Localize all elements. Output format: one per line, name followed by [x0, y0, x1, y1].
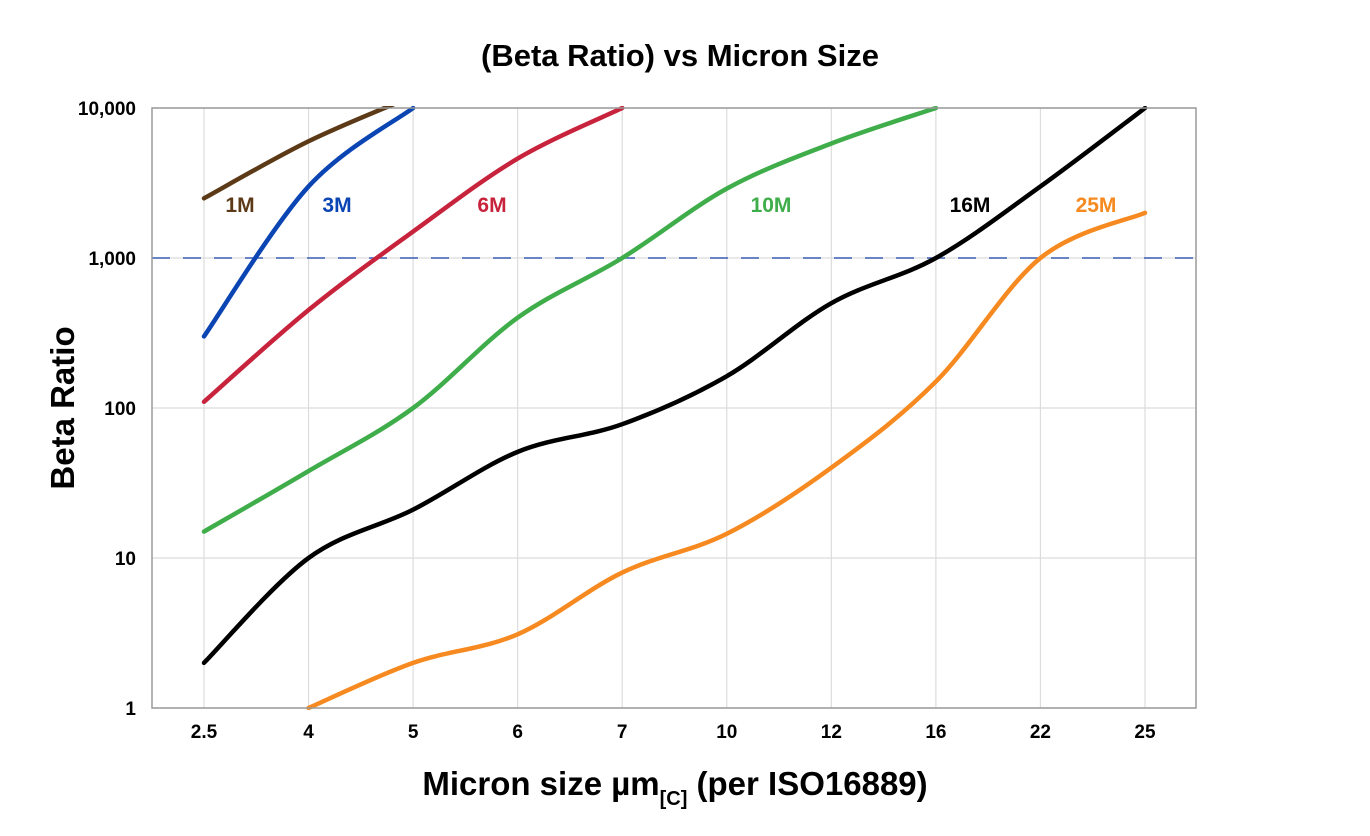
- y-axis-label: Beta Ratio: [44, 326, 81, 489]
- y-tick-label: 100: [104, 399, 136, 420]
- x-tick-label: 6: [512, 722, 523, 743]
- series-label-16m: 16M: [950, 194, 991, 217]
- x-tick-label: 7: [617, 722, 628, 743]
- series-labels: 1M 3M 6M 10M 16M 25M: [225, 194, 1116, 217]
- x-tick-labels: 2.5 4 5 6 7 10 12 16 22 25: [191, 722, 1156, 743]
- x-axis-label-subscript: [C]: [660, 788, 688, 810]
- y-tick-label: 10,000: [78, 99, 136, 120]
- x-tick-label: 16: [925, 722, 946, 743]
- x-tick-label: 22: [1030, 722, 1051, 743]
- series-line-10m: [201, 106, 939, 534]
- series-group: [201, 106, 1148, 710]
- y-tick-labels: 1 10 100 1,000 10,000: [78, 99, 137, 720]
- series-label-3m: 3M: [322, 194, 351, 217]
- series-label-25m: 25M: [1076, 194, 1117, 217]
- series-line-16m: [201, 106, 1148, 666]
- x-tick-label: 12: [821, 722, 842, 743]
- series-line-6m: [201, 106, 625, 405]
- plot-frame: [151, 107, 1197, 709]
- y-tick-label: 10: [115, 549, 136, 570]
- x-axis-label-main: Micron size µm: [422, 765, 659, 802]
- series-label-1m: 1M: [225, 194, 254, 217]
- x-tick-label: 2.5: [191, 722, 218, 743]
- series-line-3m: [201, 106, 416, 339]
- series-label-10m: 10M: [751, 194, 792, 217]
- x-tick-label: 5: [408, 722, 419, 743]
- series-line-1m: [201, 106, 396, 201]
- series-label-6m: 6M: [477, 194, 506, 217]
- x-axis-label-suffix: (per ISO16889): [687, 765, 927, 802]
- series-line-25m: [306, 210, 1148, 710]
- x-axis-label: Micron size µm[C] (per ISO16889): [422, 765, 927, 810]
- x-tick-label: 4: [303, 722, 314, 743]
- x-tick-label: 10: [716, 722, 737, 743]
- chart-title: (Beta Ratio) vs Micron Size: [481, 38, 879, 73]
- grid: [152, 107, 1196, 709]
- y-tick-label: 1: [125, 699, 136, 720]
- x-tick-label: 25: [1134, 722, 1156, 743]
- y-tick-label: 1,000: [88, 249, 136, 270]
